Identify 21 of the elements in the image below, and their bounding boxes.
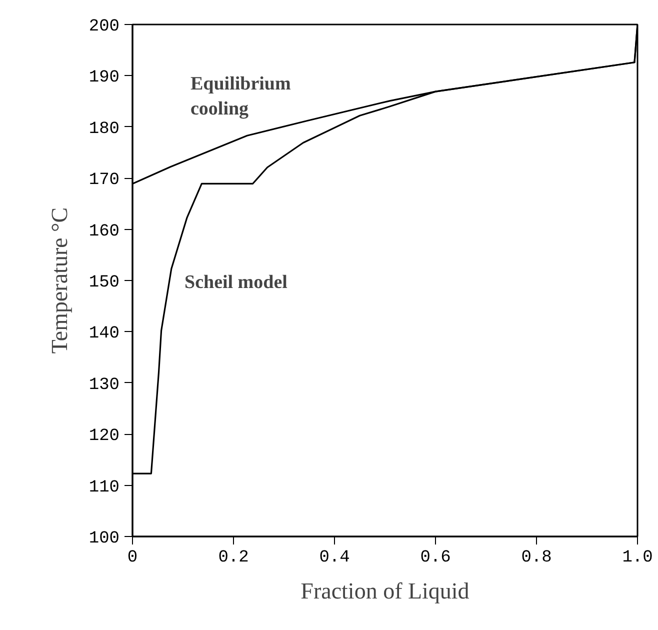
y-tick-label: 150 <box>88 274 120 292</box>
y-tick-label: 140 <box>88 324 120 344</box>
y-tick-label: 200 <box>88 18 120 36</box>
y-tick-label: 170 <box>88 171 120 190</box>
y-tick-label: 110 <box>88 478 120 498</box>
y-tick-label: 160 <box>88 222 120 242</box>
annotation: Scheil model <box>184 272 288 293</box>
y-tick-label: 100 <box>88 530 120 548</box>
x-tick-label: 0.4 <box>319 548 350 568</box>
y-tick-label: 190 <box>88 68 120 88</box>
x-tick-label: 0.2 <box>218 548 249 568</box>
annotation: Equilibrium cooling <box>190 73 291 120</box>
y-tick-label: 130 <box>88 376 120 395</box>
x-tick-label: 1.0 <box>622 548 653 568</box>
y-tick-label: 120 <box>88 427 120 446</box>
x-tick-label: 0.8 <box>521 548 552 568</box>
y-tick-label: 180 <box>88 120 120 139</box>
x-axis-title: Fraction of Liquid <box>300 578 470 604</box>
y-axis-title: Temperature °C <box>46 207 72 354</box>
x-tick-label: 0 <box>127 548 138 568</box>
x-tick-label: 0.6 <box>420 548 451 568</box>
